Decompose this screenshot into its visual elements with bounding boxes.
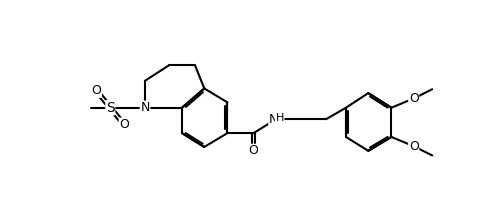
Text: O: O bbox=[91, 84, 102, 97]
Text: N: N bbox=[140, 101, 150, 114]
Text: O: O bbox=[119, 118, 129, 131]
Text: O: O bbox=[409, 92, 419, 105]
Text: H: H bbox=[275, 113, 284, 123]
Text: O: O bbox=[248, 144, 258, 157]
Text: S: S bbox=[106, 101, 115, 115]
Text: O: O bbox=[409, 140, 419, 153]
Text: N: N bbox=[269, 113, 278, 126]
